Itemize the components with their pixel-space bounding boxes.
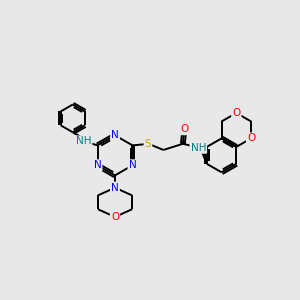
Text: O: O [247,134,255,143]
Text: NH: NH [76,136,91,146]
Text: O: O [111,212,119,222]
Text: O: O [180,124,188,134]
Text: N: N [94,160,101,170]
Text: O: O [232,108,241,118]
Text: N: N [129,160,136,170]
Text: N: N [111,183,119,193]
Text: N: N [111,130,119,140]
Text: S: S [145,139,151,149]
Text: NH: NH [190,143,206,153]
